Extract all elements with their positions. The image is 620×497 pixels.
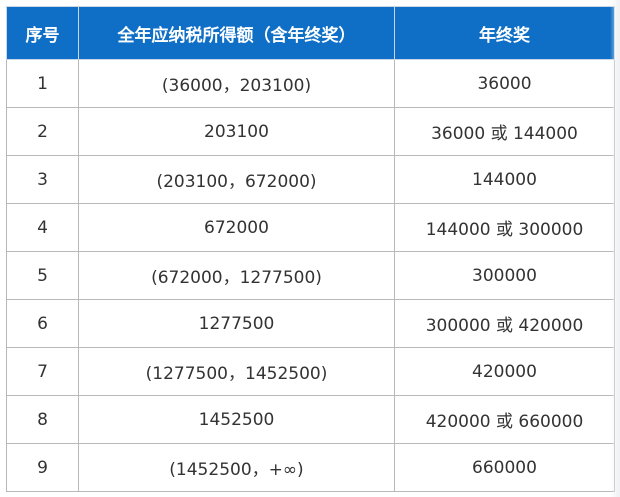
- header-annual-taxable-income: 全年应纳税所得额（含年终奖）: [78, 6, 395, 60]
- table-row: 2 203100 36000 或 144000: [6, 107, 615, 156]
- year-end-bonus-tax-table: 序号 全年应纳税所得额（含年终奖） 年终奖 1 (36000，203100) 3…: [6, 6, 615, 492]
- cell-income-range: (36000，203100): [78, 59, 395, 108]
- table-row: 9 (1452500，+∞) 660000: [6, 443, 615, 492]
- cell-bonus: 36000 或 144000: [394, 107, 615, 156]
- cell-bonus: 144000: [394, 155, 615, 204]
- cell-bonus: 300000 或 420000: [394, 299, 615, 348]
- cell-bonus: 144000 或 300000: [394, 203, 615, 252]
- cell-seq-no: 2: [6, 107, 79, 156]
- cell-bonus: 420000: [394, 347, 615, 396]
- table-row: 8 1452500 420000 或 660000: [6, 395, 615, 444]
- cell-bonus: 660000: [394, 443, 615, 492]
- cell-seq-no: 5: [6, 251, 79, 300]
- header-row: 序号 全年应纳税所得额（含年终奖） 年终奖: [6, 6, 615, 60]
- tax-table-container: 序号 全年应纳税所得额（含年终奖） 年终奖 1 (36000，203100) 3…: [6, 6, 615, 492]
- table-row: 7 (1277500，1452500) 420000: [6, 347, 615, 396]
- cell-income-range: (672000，1277500): [78, 251, 395, 300]
- table-row: 6 1277500 300000 或 420000: [6, 299, 615, 348]
- header-seq-no: 序号: [6, 6, 79, 60]
- cell-bonus: 36000: [394, 59, 615, 108]
- table-header: 序号 全年应纳税所得额（含年终奖） 年终奖: [6, 6, 615, 60]
- cell-income-range: 1452500: [78, 395, 395, 444]
- cell-seq-no: 9: [6, 443, 79, 492]
- table-body: 1 (36000，203100) 36000 2 203100 36000 或 …: [6, 59, 615, 492]
- cell-income-range: (203100，672000): [78, 155, 395, 204]
- cell-bonus: 300000: [394, 251, 615, 300]
- cell-seq-no: 3: [6, 155, 79, 204]
- table-row: 3 (203100，672000) 144000: [6, 155, 615, 204]
- cell-income-range: (1277500，1452500): [78, 347, 395, 396]
- cell-income-range: (1452500，+∞): [78, 443, 395, 492]
- table-row: 5 (672000，1277500) 300000: [6, 251, 615, 300]
- header-year-end-bonus: 年终奖: [394, 6, 615, 60]
- cell-income-range: 1277500: [78, 299, 395, 348]
- cell-seq-no: 8: [6, 395, 79, 444]
- cell-seq-no: 7: [6, 347, 79, 396]
- table-row: 4 672000 144000 或 300000: [6, 203, 615, 252]
- cell-income-range: 203100: [78, 107, 395, 156]
- cell-seq-no: 1: [6, 59, 79, 108]
- table-row: 1 (36000，203100) 36000: [6, 59, 615, 108]
- cell-bonus: 420000 或 660000: [394, 395, 615, 444]
- cell-income-range: 672000: [78, 203, 395, 252]
- cell-seq-no: 6: [6, 299, 79, 348]
- cell-seq-no: 4: [6, 203, 79, 252]
